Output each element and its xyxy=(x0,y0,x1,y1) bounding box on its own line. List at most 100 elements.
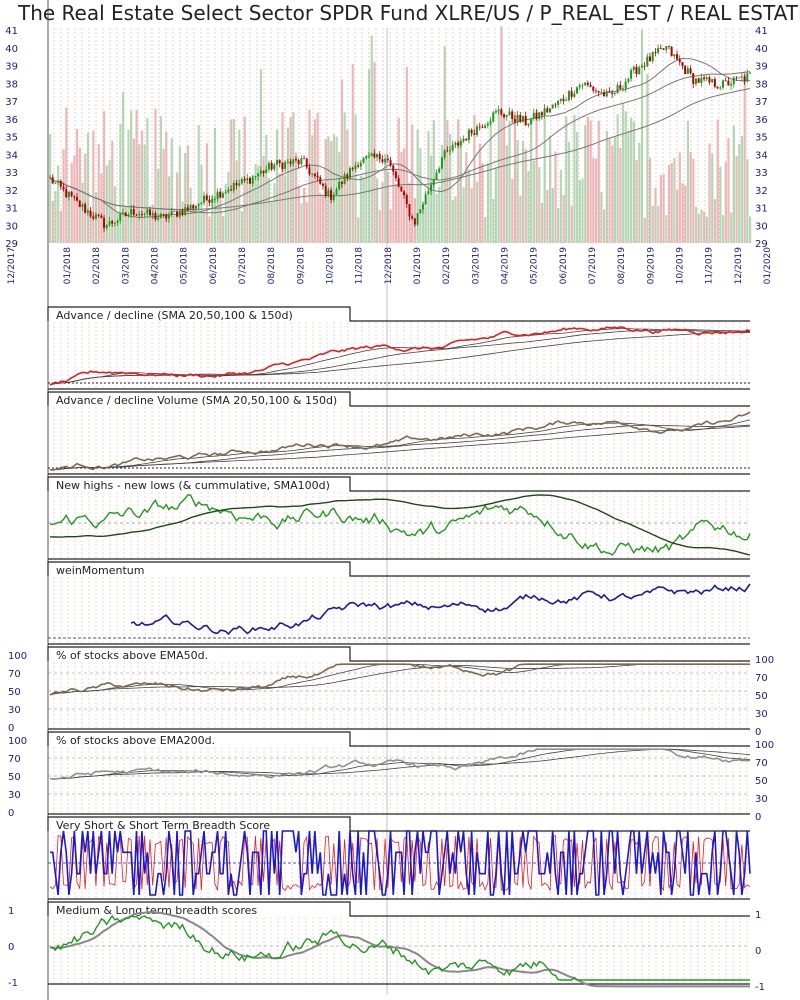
candle-body xyxy=(300,158,303,165)
candle-body xyxy=(424,194,427,205)
volume-bar xyxy=(657,205,660,243)
candle-body xyxy=(165,214,168,219)
candle-body xyxy=(573,93,576,97)
candle-body xyxy=(603,92,606,97)
candle-body xyxy=(713,79,716,87)
candle-body xyxy=(451,144,454,151)
date-label: 02/2019 xyxy=(442,247,452,285)
volume-bar xyxy=(289,117,292,243)
volume-bar xyxy=(124,206,127,243)
price-tick-right: 30 xyxy=(755,221,768,232)
indicator-panels: Advance / decline (SMA 20,50,100 & 150d)… xyxy=(8,306,774,993)
volume-bar xyxy=(216,194,219,243)
panel-title-tab xyxy=(47,306,750,322)
volume-bar xyxy=(370,35,373,244)
candle-body xyxy=(54,182,57,184)
volume-bar xyxy=(159,116,163,243)
candle-body xyxy=(651,52,654,62)
volume-bar xyxy=(400,151,403,243)
volume-bar xyxy=(700,209,703,243)
candle-body xyxy=(346,174,349,178)
volume-bar xyxy=(627,130,630,243)
candle-body xyxy=(443,150,446,158)
volume-bar xyxy=(581,178,584,243)
price-tick-left: 34 xyxy=(5,150,18,161)
volume-bar xyxy=(467,169,471,243)
candle-body xyxy=(111,221,114,224)
candle-body xyxy=(616,85,619,94)
candle-body xyxy=(694,78,697,84)
candle-body xyxy=(640,65,643,68)
candle-body xyxy=(159,213,162,218)
volume-bar xyxy=(219,192,222,243)
volume-bar xyxy=(638,142,641,243)
volume-bar xyxy=(730,212,733,243)
volume-bar xyxy=(76,128,79,243)
candle-body xyxy=(654,52,657,53)
panel-tick-left: 0 xyxy=(8,723,14,734)
volume-bar xyxy=(486,163,490,243)
volume-bar xyxy=(738,144,741,243)
volume-bar xyxy=(381,182,384,243)
volume-bar xyxy=(54,191,57,243)
indicator-line xyxy=(49,411,751,471)
candle-body xyxy=(457,142,460,146)
volume-bar xyxy=(503,112,506,243)
date-label: 03/2019 xyxy=(471,247,481,285)
volume-bar xyxy=(427,131,430,243)
volume-bar xyxy=(100,173,103,243)
candle-body xyxy=(565,100,568,101)
volume-bar xyxy=(635,159,638,243)
volume-bar xyxy=(203,212,206,243)
price-tick-right: 37 xyxy=(755,97,768,108)
candle-body xyxy=(681,62,684,66)
volume-bar xyxy=(273,183,276,243)
candle-body xyxy=(251,176,254,184)
candle-body xyxy=(162,213,165,215)
volume-bar xyxy=(135,109,138,243)
candle-body xyxy=(465,138,468,141)
candle-body xyxy=(724,80,727,82)
price-tick-right: 41 xyxy=(755,26,768,37)
volume-bar xyxy=(251,178,254,243)
panel-tick-right: 100 xyxy=(755,740,774,751)
candle-body xyxy=(551,104,554,109)
date-label: 01/2018 xyxy=(63,247,73,285)
volume-bar xyxy=(49,133,52,243)
candle-body xyxy=(105,225,108,228)
candle-body xyxy=(230,189,233,191)
volume-bar xyxy=(132,138,135,243)
percent-line xyxy=(49,663,750,696)
volume-bar xyxy=(594,158,598,243)
volume-bar xyxy=(235,160,238,243)
volume-bar xyxy=(157,169,160,243)
date-axis: 12/2017 01/2018 02/2018 03/2018 04/2018 05/20… xyxy=(7,247,773,285)
candle-body xyxy=(421,204,424,210)
candle-body xyxy=(140,214,143,216)
volume-bar xyxy=(240,211,244,243)
candle-body xyxy=(670,46,673,57)
panel-tick-left: 30 xyxy=(8,705,21,716)
panel-tick-left: -1 xyxy=(8,978,18,989)
candle-body xyxy=(62,186,65,190)
volume-bar xyxy=(546,189,549,243)
volume-bar xyxy=(554,151,557,243)
panel-title: New highs - new lows (& cummulative, SMA… xyxy=(56,479,330,492)
candle-body xyxy=(489,121,492,124)
panel-tick-left: 70 xyxy=(8,669,21,680)
candle-body xyxy=(527,123,530,126)
panel-tick-right: 50 xyxy=(755,776,768,787)
date-label: 10/2018 xyxy=(326,247,336,285)
candle-body xyxy=(143,213,146,215)
volume-bar xyxy=(178,146,181,243)
sma-line xyxy=(49,331,751,386)
volume-bar xyxy=(549,135,552,243)
candle-body xyxy=(546,108,549,113)
volume-bar xyxy=(270,202,273,243)
volume-bar xyxy=(603,209,606,243)
candle-body xyxy=(397,178,400,187)
candle-body xyxy=(540,112,543,116)
candle-body xyxy=(219,191,222,198)
panel-tick-right: 30 xyxy=(755,794,768,805)
indicator-line xyxy=(49,326,751,386)
